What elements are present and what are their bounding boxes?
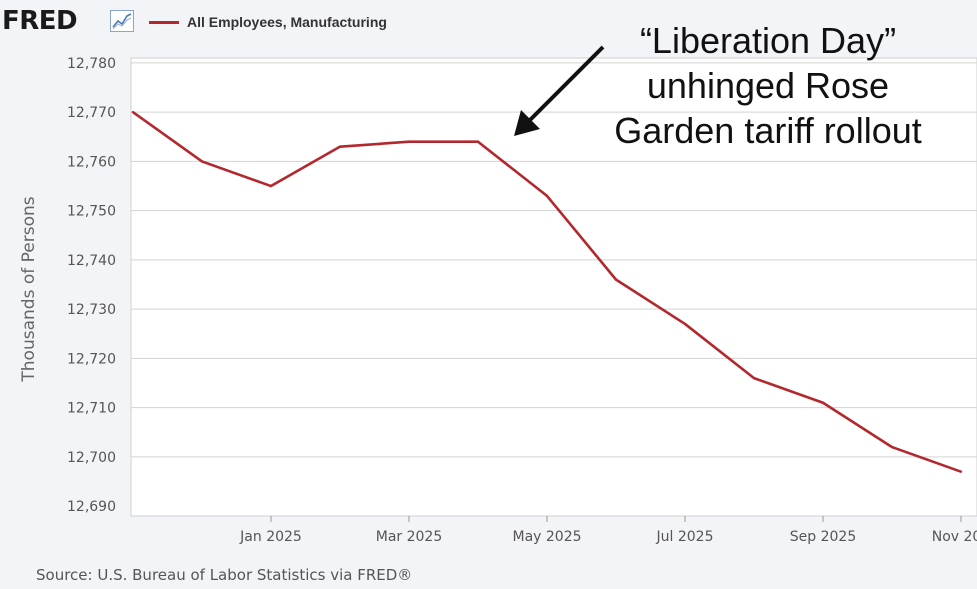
y-tick-label: 12,750	[67, 204, 116, 220]
data-point	[614, 278, 618, 281]
x-tick-label: Sep 2025	[790, 529, 856, 545]
legend-label: All Employees, Manufacturing	[187, 14, 387, 30]
y-tick-labels: 12,690 12,700 12,710 12,720 12,730 12,740 12,7…	[67, 56, 116, 515]
gridlines	[131, 62, 977, 522]
data-point	[752, 376, 756, 380]
fred-logo: FRED	[2, 6, 78, 36]
x-tick-label: Mar 2025	[376, 529, 443, 545]
data-point	[407, 140, 411, 143]
x-tick-labels: Jan 2025 Mar 2025 May 2025 Jul 2025 Sep 2025…	[239, 529, 977, 545]
annotation-line-1: “Liberation Day”	[639, 20, 897, 61]
y-tick-label: 12,770	[67, 105, 116, 121]
y-axis-label: Thousands of Persons	[19, 196, 39, 382]
source-note: Source: U.S. Bureau of Labor Statistics …	[36, 566, 413, 584]
data-point	[683, 322, 687, 326]
data-point	[131, 110, 135, 114]
x-tick-label: Jan 2025	[239, 529, 302, 545]
data-point	[200, 160, 204, 163]
y-tick-label: 12,710	[67, 401, 116, 417]
annotation-arrow	[514, 45, 605, 136]
y-tick-label: 12,690	[67, 499, 116, 515]
line-graph-icon	[110, 10, 134, 32]
legend-swatch	[149, 20, 179, 24]
y-tick-label: 12,740	[67, 253, 116, 269]
y-tick-label: 12,760	[67, 154, 116, 170]
series-layer	[131, 110, 963, 473]
y-tick-label: 12,730	[67, 302, 116, 318]
x-tick-label: Nov 202	[932, 529, 977, 545]
data-point	[338, 145, 342, 148]
y-tick-label: 12,720	[67, 351, 116, 367]
y-tick-label: 12,700	[67, 450, 116, 466]
data-point	[269, 184, 273, 188]
data-point	[476, 140, 480, 143]
y-tick-label: 12,780	[67, 56, 116, 72]
annotation-line-3: Garden tariff rollout	[614, 110, 922, 151]
x-tick-label: May 2025	[512, 529, 581, 545]
data-point	[890, 445, 894, 449]
annotation-line-2: unhinged Rose	[646, 65, 890, 106]
data-point	[545, 194, 549, 198]
data-point	[821, 401, 825, 404]
data-point	[959, 470, 963, 473]
chart-legend: All Employees, Manufacturing	[149, 14, 387, 30]
x-tick-label: Jul 2025	[656, 529, 714, 545]
plot-area	[130, 57, 977, 517]
annotation-text: “Liberation Day” unhinged Rose Garden ta…	[568, 18, 968, 153]
